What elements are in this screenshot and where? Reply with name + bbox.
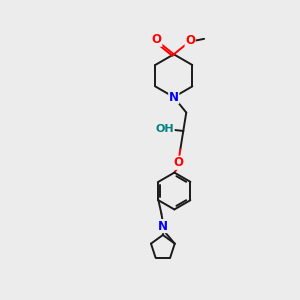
Text: N: N — [158, 220, 168, 232]
Text: O: O — [185, 34, 195, 46]
Text: O: O — [174, 156, 184, 169]
Text: O: O — [152, 33, 162, 46]
Text: OH: OH — [155, 124, 174, 134]
Text: N: N — [169, 91, 179, 103]
